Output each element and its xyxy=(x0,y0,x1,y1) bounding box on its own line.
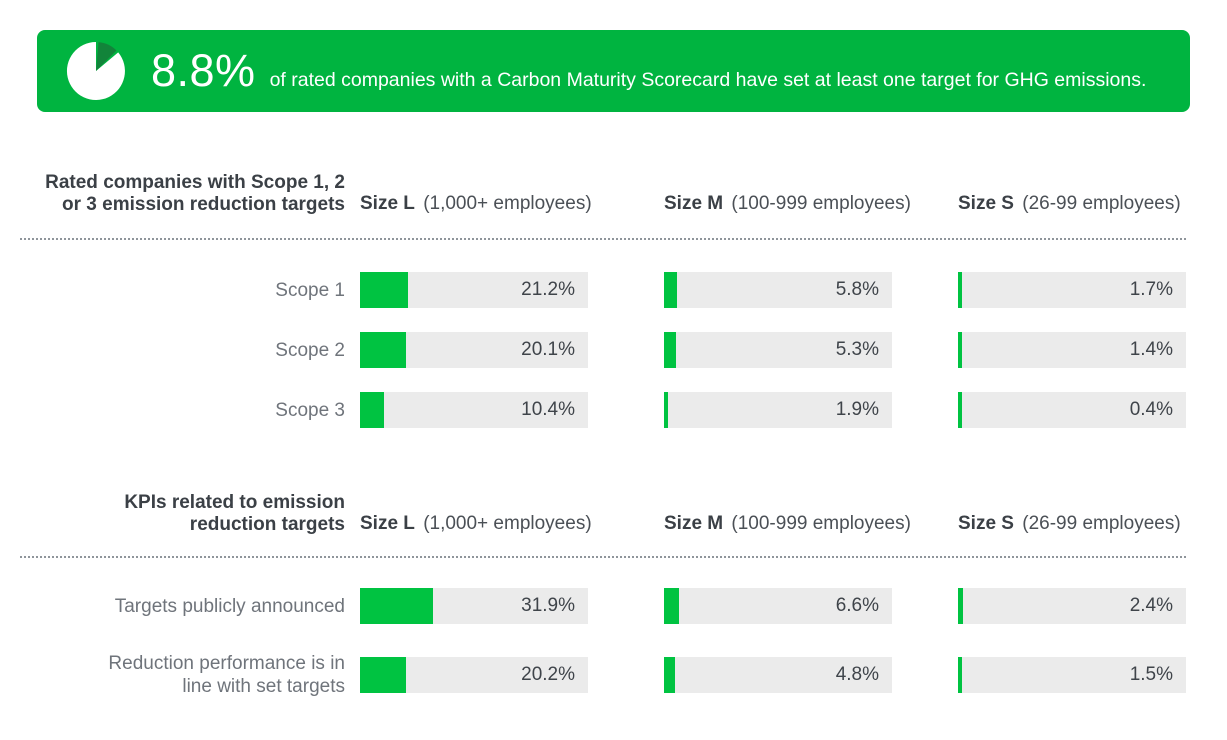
row-label-text: Scope 2 xyxy=(275,339,345,361)
table-row-targets-announced: Targets publicly announced 31.9% 6.6% 2.… xyxy=(0,588,1227,624)
row-label-text: Targets publicly announced xyxy=(114,595,345,617)
bar-value: 1.7% xyxy=(1129,279,1173,300)
bar-fill xyxy=(958,588,964,624)
section-title: Rated companies with Scope 1, 2 or 3 emi… xyxy=(0,172,345,216)
bar-size-l: 31.9% xyxy=(360,588,588,624)
bar-size-m: 6.6% xyxy=(664,588,892,624)
bar-fill xyxy=(958,392,962,428)
bar-size-l: 10.4% xyxy=(360,392,588,428)
bar-value: 20.2% xyxy=(521,664,575,685)
bar-fill xyxy=(360,588,433,624)
column-header-size-m: Size M (100-999 employees) xyxy=(664,513,911,536)
bar-fill xyxy=(360,392,384,428)
bar-size-l: 21.2% xyxy=(360,272,588,308)
table-row-reduction-performance: Reduction performance is in line with se… xyxy=(0,652,1227,698)
bar-value: 0.4% xyxy=(1129,399,1173,420)
table-row-scope-2: Scope 2 20.1% 5.3% 1.4% xyxy=(0,332,1227,368)
bar-size-m: 5.8% xyxy=(664,272,892,308)
row-label: Targets publicly announced xyxy=(0,595,345,618)
banner-stat: 8.8% xyxy=(151,45,256,96)
bar-size-m: 5.3% xyxy=(664,332,892,368)
section-header-scope-targets: Rated companies with Scope 1, 2 or 3 emi… xyxy=(0,172,1227,216)
stat-banner: 8.8% of rated companies with a Carbon Ma… xyxy=(37,30,1190,112)
table-row-scope-3: Scope 3 10.4% 1.9% 0.4% xyxy=(0,392,1227,428)
section-title-line: KPIs related to emission xyxy=(124,492,345,513)
bar-value: 6.6% xyxy=(835,595,879,616)
table-row-scope-1: Scope 1 21.2% 5.8% 1.7% xyxy=(0,272,1227,308)
bar-fill xyxy=(958,272,962,308)
row-label-text: Scope 3 xyxy=(275,399,345,421)
section-title-line: or 3 emission reduction targets xyxy=(62,194,345,215)
column-size-detail: (26-99 employees) xyxy=(1022,513,1181,534)
bar-size-s: 1.4% xyxy=(958,332,1186,368)
bar-value: 4.8% xyxy=(835,664,879,685)
bar-size-s: 1.7% xyxy=(958,272,1186,308)
column-header-size-s: Size S (26-99 employees) xyxy=(958,513,1186,536)
bar-fill xyxy=(958,657,962,693)
dotted-divider xyxy=(20,238,1186,240)
row-label: Scope 3 xyxy=(0,399,345,422)
bar-value: 20.1% xyxy=(521,339,575,360)
column-size-label: Size M xyxy=(664,513,724,534)
bar-fill xyxy=(958,332,962,368)
bar-value: 1.4% xyxy=(1129,339,1173,360)
section-title-line: reduction targets xyxy=(189,514,345,535)
bar-size-s: 0.4% xyxy=(958,392,1186,428)
bar-value: 1.5% xyxy=(1129,664,1173,685)
bar-size-s: 2.4% xyxy=(958,588,1186,624)
bar-size-m: 4.8% xyxy=(664,657,892,693)
column-size-label: Size L xyxy=(360,513,415,534)
column-header-size-l: Size L (1,000+ employees) xyxy=(360,193,592,216)
bar-value: 31.9% xyxy=(521,595,575,616)
column-size-label: Size S xyxy=(958,513,1014,534)
section-title-line: Rated companies with Scope 1, 2 xyxy=(45,172,345,193)
bar-value: 5.3% xyxy=(835,339,879,360)
dotted-divider xyxy=(20,556,1186,558)
column-size-detail: (100-999 employees) xyxy=(731,193,911,214)
column-size-label: Size M xyxy=(664,193,724,214)
bar-fill xyxy=(664,588,680,624)
row-label-text: Reduction performance is in line with se… xyxy=(108,653,345,697)
bar-size-m: 1.9% xyxy=(664,392,892,428)
column-size-detail: (1,000+ employees) xyxy=(423,193,592,214)
column-header-size-l: Size L (1,000+ employees) xyxy=(360,513,592,536)
row-label: Scope 1 xyxy=(0,279,345,302)
bar-size-l: 20.2% xyxy=(360,657,588,693)
row-label: Scope 2 xyxy=(0,339,345,362)
row-label: Reduction performance is in line with se… xyxy=(0,652,345,698)
bar-value: 10.4% xyxy=(521,399,575,420)
banner-description: of rated companies with a Carbon Maturit… xyxy=(269,69,1147,91)
section-title: KPIs related to emission reduction targe… xyxy=(0,492,345,536)
column-size-detail: (1,000+ employees) xyxy=(423,513,592,534)
section-header-kpis: KPIs related to emission reduction targe… xyxy=(0,492,1227,536)
bar-size-l: 20.1% xyxy=(360,332,588,368)
bar-fill xyxy=(664,272,678,308)
column-header-size-m: Size M (100-999 employees) xyxy=(664,193,911,216)
pie-chart-icon xyxy=(66,41,125,100)
row-label-text: Scope 1 xyxy=(275,279,345,301)
column-size-detail: (100-999 employees) xyxy=(731,513,911,534)
banner-text: 8.8% of rated companies with a Carbon Ma… xyxy=(151,45,1146,97)
bar-fill xyxy=(664,392,669,428)
column-header-size-s: Size S (26-99 employees) xyxy=(958,193,1186,216)
bar-value: 1.9% xyxy=(835,399,879,420)
bar-fill xyxy=(360,272,409,308)
bar-value: 5.8% xyxy=(835,279,879,300)
bar-fill xyxy=(360,657,407,693)
bar-size-s: 1.5% xyxy=(958,657,1186,693)
bar-value: 2.4% xyxy=(1129,595,1173,616)
bar-fill xyxy=(664,332,677,368)
bar-value: 21.2% xyxy=(521,279,575,300)
bar-fill xyxy=(664,657,675,693)
column-size-label: Size L xyxy=(360,193,415,214)
column-size-label: Size S xyxy=(958,193,1014,214)
bar-fill xyxy=(360,332,406,368)
column-size-detail: (26-99 employees) xyxy=(1022,193,1181,214)
